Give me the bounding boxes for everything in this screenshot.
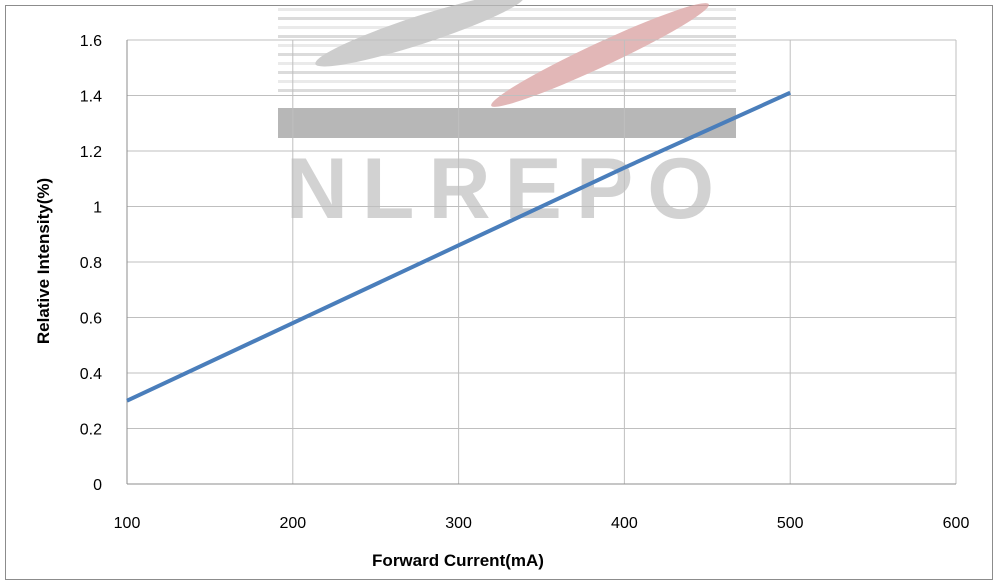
x-axis-title: Forward Current(mA): [372, 551, 544, 570]
watermark-stripe: [278, 71, 736, 74]
watermark-stripe: [278, 89, 736, 92]
x-tick-label: 600: [943, 515, 970, 532]
y-tick-label: 0.2: [80, 422, 102, 439]
x-tick-label: 300: [445, 515, 472, 532]
plot-axes: [126, 40, 956, 485]
watermark-stripe: [278, 35, 736, 38]
x-tick-label: 400: [611, 515, 638, 532]
watermark-swoosh: [491, 3, 709, 107]
watermark-logo: NLREPO: [278, 0, 736, 237]
y-tick-label: 1.4: [80, 89, 102, 106]
series-line: [126, 90, 792, 403]
y-tick-label: 0: [93, 477, 102, 494]
watermark-stripe: [278, 80, 736, 83]
y-axis-title: Relative Intensity(%): [34, 178, 53, 344]
watermark-swoosh: [315, 0, 525, 67]
y-tick-label: 1.2: [80, 144, 102, 161]
series-layer: [126, 90, 792, 403]
watermark-stripe: [278, 53, 736, 56]
x-tick-label: 200: [279, 515, 306, 532]
watermark-stripe: [278, 26, 736, 29]
watermark-band: [278, 108, 736, 138]
watermark-stripe: [278, 62, 736, 65]
y-axis-ticks: 0 0.2 0.4 0.6 0.8 1 1.2 1.4 1.6: [80, 33, 102, 494]
x-axis-ticks: 100 200 300 400 500 600: [114, 515, 970, 532]
y-tick-label: 0.6: [80, 311, 102, 328]
watermark-stripe: [278, 17, 736, 20]
y-tick-label: 0.4: [80, 366, 102, 383]
y-tick-label: 1.6: [80, 33, 102, 50]
x-tick-label: 500: [777, 515, 804, 532]
y-tick-label: 1: [93, 200, 102, 217]
watermark-stripe: [278, 44, 736, 47]
y-tick-label: 0.8: [80, 255, 102, 272]
grid-lines: [127, 39, 957, 484]
watermark-text: NLREPO: [286, 141, 728, 237]
x-tick-label: 100: [114, 515, 141, 532]
